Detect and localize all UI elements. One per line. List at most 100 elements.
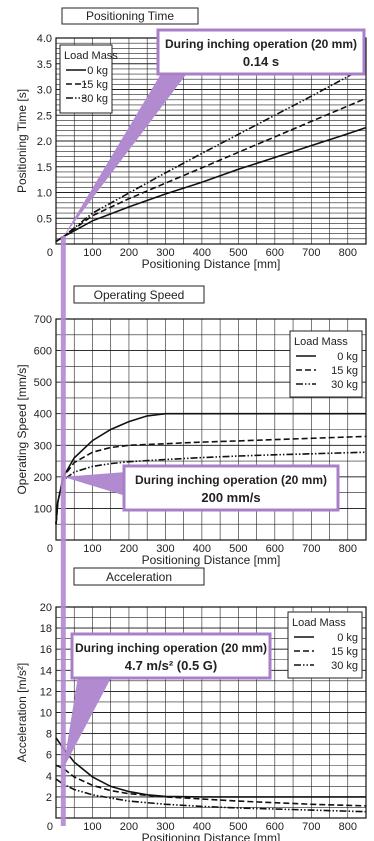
x-tick-label: 500 bbox=[229, 821, 247, 833]
y-tick-label: 1.0 bbox=[37, 188, 52, 200]
x-axis-label: Positioning Distance [mm] bbox=[142, 257, 281, 271]
y-tick-label: 1.5 bbox=[37, 162, 52, 174]
series-line-30-kg bbox=[55, 65, 367, 243]
callout-value: 0.14 s bbox=[243, 54, 279, 69]
y-tick-label: 6 bbox=[46, 750, 52, 762]
y-tick-label: 700 bbox=[34, 314, 52, 326]
x-tick-label: 400 bbox=[193, 821, 211, 833]
y-tick-label: 100 bbox=[34, 503, 52, 515]
y-tick-label: 3.5 bbox=[37, 59, 52, 71]
chart-panel-2: Operating Speed 0 100 200 300 400 500 600 700 800… bbox=[15, 285, 367, 567]
series-line-30-kg bbox=[55, 778, 367, 813]
x-tick-label: 700 bbox=[302, 543, 320, 555]
y-tick-label: 14 bbox=[40, 665, 52, 677]
x-axis-label: Positioning Distance [mm] bbox=[142, 831, 281, 841]
callout-box bbox=[122, 464, 340, 512]
x-tick-label: 700 bbox=[302, 821, 320, 833]
legend: Load Mass 0 kg 15 kg 30 kg bbox=[289, 330, 363, 398]
y-tick-label: 2 bbox=[46, 792, 52, 804]
x-tick-label: 400 bbox=[193, 543, 211, 555]
series-line-0-kg bbox=[55, 126, 367, 243]
callout-box bbox=[70, 632, 272, 680]
y-tick-label: 2.0 bbox=[37, 136, 52, 148]
x-tick-label: 500 bbox=[229, 543, 247, 555]
plot-area bbox=[55, 606, 367, 819]
y-tick-label: 18 bbox=[40, 623, 52, 635]
x-tick-label: 300 bbox=[156, 247, 174, 259]
y-tick-label: 4.0 bbox=[37, 33, 52, 45]
callout-pointer bbox=[63, 472, 126, 496]
x-tick-label: 600 bbox=[266, 247, 284, 259]
series-group bbox=[55, 737, 367, 813]
legend-title: Load Mass bbox=[64, 50, 118, 62]
x-tick-label: 200 bbox=[120, 247, 138, 259]
series-line-15-kg bbox=[55, 764, 367, 807]
callout-box bbox=[156, 28, 366, 76]
legend-item-label: 0 kg bbox=[87, 65, 108, 77]
legend-title: Load Mass bbox=[292, 617, 346, 629]
x-tick-label: 100 bbox=[83, 543, 101, 555]
x-tick-label: 0 bbox=[47, 821, 53, 833]
x-tick-label: 400 bbox=[193, 247, 211, 259]
callout-line1: During inching operation (20 mm) bbox=[75, 641, 267, 655]
x-tick-label: 200 bbox=[120, 821, 138, 833]
x-tick-label: 0 bbox=[47, 543, 53, 555]
legend-item-label: 15 kg bbox=[331, 646, 358, 658]
chart-title: Positioning Time bbox=[86, 9, 174, 23]
callout-2: During inching operation (20 mm) 200 mm/s bbox=[63, 464, 340, 512]
legend: Load Mass 0 kg 15 kg 30 kg bbox=[287, 611, 363, 679]
y-tick-label: 8 bbox=[46, 729, 52, 741]
y-tick-label: 200 bbox=[34, 472, 52, 484]
legend-title: Load Mass bbox=[294, 336, 348, 348]
plot-area bbox=[55, 318, 367, 541]
y-tick-label: 16 bbox=[40, 644, 52, 656]
x-tick-label: 500 bbox=[229, 247, 247, 259]
y-tick-label: 12 bbox=[40, 686, 52, 698]
y-tick-label: 2.5 bbox=[37, 110, 52, 122]
y-axis-label: Operating Speed [mm/s] bbox=[15, 364, 29, 494]
x-tick-label: 0 bbox=[47, 247, 53, 259]
x-tick-label: 100 bbox=[83, 821, 101, 833]
y-tick-label: 20 bbox=[40, 602, 52, 614]
x-tick-label: 200 bbox=[120, 543, 138, 555]
chart-title-box bbox=[73, 567, 205, 586]
x-tick-label: 800 bbox=[339, 821, 357, 833]
y-tick-label: 10 bbox=[40, 708, 52, 720]
chart-title: Operating Speed bbox=[94, 288, 185, 302]
chart-title: Acceleration bbox=[106, 570, 172, 584]
y-axis-label: Acceleration [m/s²] bbox=[15, 663, 29, 762]
legend-item-label: 30 kg bbox=[331, 379, 358, 391]
callout-line1: During inching operation (20 mm) bbox=[135, 473, 327, 487]
y-tick-label: 400 bbox=[34, 409, 52, 421]
y-tick-label: 0.5 bbox=[37, 213, 52, 225]
legend-item-label: 30 kg bbox=[331, 660, 358, 672]
y-tick-label: 3.0 bbox=[37, 85, 52, 97]
series-line-15-kg bbox=[55, 97, 367, 243]
x-tick-label: 300 bbox=[156, 821, 174, 833]
x-tick-label: 800 bbox=[339, 247, 357, 259]
x-tick-label: 100 bbox=[83, 247, 101, 259]
x-tick-label: 800 bbox=[339, 543, 357, 555]
legend-item-label: 0 kg bbox=[337, 632, 358, 644]
callout-value: 4.7 m/s² (0.5 G) bbox=[125, 658, 217, 673]
x-axis-label: Positioning Distance [mm] bbox=[142, 553, 281, 567]
x-tick-label: 300 bbox=[156, 543, 174, 555]
x-tick-label: 600 bbox=[266, 821, 284, 833]
legend-item-label: 30 kg bbox=[81, 93, 108, 105]
y-tick-label: 300 bbox=[34, 440, 52, 452]
chart-title-box bbox=[61, 7, 199, 25]
legend: Load Mass 0 kg 15 kg 30 kg bbox=[59, 44, 118, 114]
callout-3: During inching operation (20 mm) 4.7 m/s²… bbox=[63, 632, 272, 769]
x-tick-label: 600 bbox=[266, 543, 284, 555]
x-tick-label: 700 bbox=[302, 247, 320, 259]
chart-title-box bbox=[73, 285, 205, 304]
chart-panel-3: Acceleration 0 100 200 300 400 500 600 700 800 2 4 6… bbox=[15, 567, 367, 841]
callout-value: 200 mm/s bbox=[201, 490, 260, 505]
legend-box bbox=[289, 330, 363, 398]
series-line-0-kg bbox=[55, 737, 366, 798]
series-group bbox=[55, 65, 367, 243]
y-tick-label: 600 bbox=[34, 346, 52, 358]
callout-1: During inching operation (20 mm) 0.14 s bbox=[63, 28, 366, 237]
legend-box bbox=[59, 44, 113, 114]
